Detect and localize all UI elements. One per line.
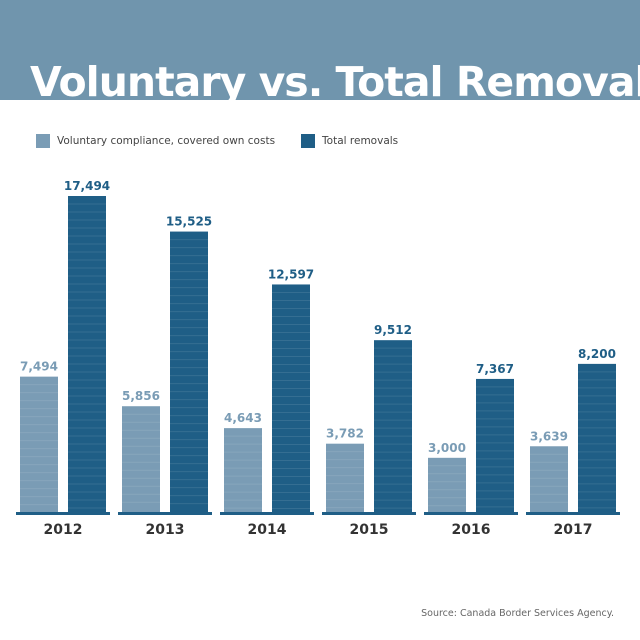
baseline-2016	[424, 512, 518, 515]
bar-total-2015	[374, 340, 412, 512]
bar-total-2013	[170, 231, 208, 512]
tick-label-2017: 2017	[554, 522, 593, 538]
header-band: Voluntary vs. Total Removals	[0, 0, 640, 100]
legend-item-voluntary: Voluntary compliance, covered own costs	[36, 134, 275, 148]
legend-item-total: Total removals	[301, 134, 398, 148]
baseline-2012	[16, 512, 110, 515]
data-label-total-2013: 15,525	[166, 215, 212, 229]
data-label-voluntary-2014: 4,643	[224, 411, 262, 425]
data-label-voluntary-2015: 3,782	[326, 427, 364, 441]
data-label-total-2014: 12,597	[268, 267, 314, 281]
legend-swatch-voluntary	[36, 134, 50, 148]
baseline-2013	[118, 512, 212, 515]
bar-voluntary-2014	[224, 428, 262, 512]
data-label-voluntary-2013: 5,856	[122, 389, 160, 403]
data-label-total-2016: 7,367	[476, 362, 514, 376]
tick-label-2014: 2014	[248, 522, 287, 538]
tick-label-2016: 2016	[452, 522, 491, 538]
data-label-voluntary-2017: 3,639	[530, 429, 568, 443]
legend: Voluntary compliance, covered own costs …	[36, 132, 424, 150]
tick-label-2013: 2013	[146, 522, 185, 538]
legend-label-voluntary: Voluntary compliance, covered own costs	[57, 135, 276, 147]
data-label-total-2017: 8,200	[578, 347, 616, 361]
bar-voluntary-2012	[20, 376, 58, 512]
source-note: Source: Canada Border Services Agency.	[421, 608, 614, 619]
data-label-total-2015: 9,512	[374, 323, 412, 337]
baseline-2017	[526, 512, 620, 515]
bar-total-2016	[476, 378, 514, 512]
tick-label-2015: 2015	[350, 522, 389, 538]
bar-total-2017	[578, 363, 616, 512]
bar-voluntary-2016	[428, 457, 466, 512]
baseline-2014	[220, 512, 314, 515]
bar-voluntary-2015	[326, 443, 364, 512]
bar-total-2012	[68, 196, 106, 512]
data-label-voluntary-2012: 7,494	[20, 360, 58, 374]
baseline-2015	[322, 512, 416, 515]
tick-label-2012: 2012	[44, 522, 83, 538]
data-label-voluntary-2016: 3,000	[428, 441, 466, 455]
bar-voluntary-2013	[122, 406, 160, 512]
bar-total-2014	[272, 284, 310, 512]
legend-label-total: Total removals	[322, 135, 399, 147]
legend-swatch-total	[301, 134, 316, 148]
bar-voluntary-2017	[530, 446, 568, 512]
data-label-total-2012: 17,494	[64, 179, 110, 193]
chart-title: Voluntary vs. Total Removals	[30, 58, 640, 101]
